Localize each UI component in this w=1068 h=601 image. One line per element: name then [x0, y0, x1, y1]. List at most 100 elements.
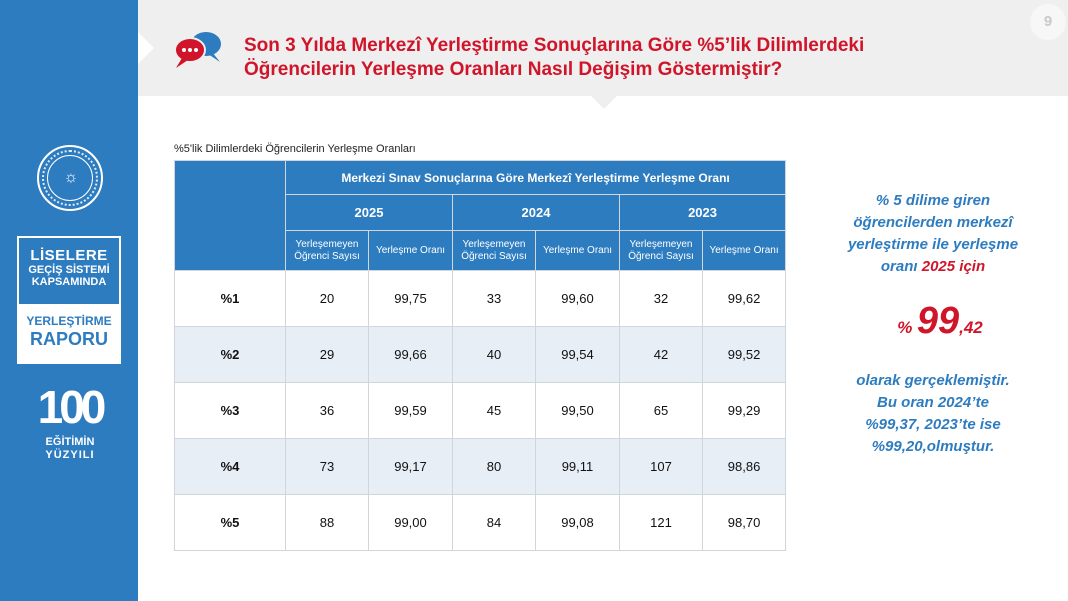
- table-cell: 73: [285, 438, 369, 495]
- subheader-unplaced: Yerleşemeyen Öğrenci Sayısı: [619, 230, 703, 271]
- summary-line8: %99,20,olmuştur.: [871, 438, 995, 455]
- table-cell: 99,54: [535, 326, 620, 383]
- table-row: %1 20 99,75 33 99,60 32 99,62: [174, 270, 787, 327]
- placement-rate-table: Merkezi Sınav Sonuçlarına Göre Merkezî Y…: [174, 160, 787, 551]
- badge-bottom-line1: YERLEŞTİRME: [26, 314, 112, 328]
- table-row: %3 36 99,59 45 99,50 65 99,29: [174, 382, 787, 439]
- table-cell: 29: [285, 326, 369, 383]
- table-cell: 99,29: [701, 382, 787, 439]
- badge-line3: KAPSAMINDA: [31, 276, 107, 288]
- table-cell: 33: [452, 270, 536, 327]
- subheader-rate: Yerleşme Oranı: [535, 230, 620, 271]
- century-line2: YÜZYILI: [45, 449, 95, 461]
- table-cell: 84: [452, 494, 536, 551]
- table-cell: 45: [452, 382, 536, 439]
- report-badge: LİSELERE GEÇİŞ SİSTEMİ KAPSAMINDA YERLEŞ…: [17, 236, 121, 364]
- badge-line2: GEÇİŞ SİSTEMİ: [28, 264, 110, 276]
- century-line1: EĞİTİMİN: [45, 436, 95, 448]
- row-label: %3: [174, 382, 286, 439]
- highlight-rate-int: 99: [916, 300, 960, 342]
- table-cell: 88: [285, 494, 369, 551]
- header-notch: [591, 96, 617, 109]
- table-cell: 40: [452, 326, 536, 383]
- summary-line7: %99,37, 2023’te ise: [865, 416, 1001, 433]
- table-cell: 65: [619, 382, 703, 439]
- badge-top: LİSELERE GEÇİŞ SİSTEMİ KAPSAMINDA: [19, 238, 119, 304]
- table-cell: 98,70: [701, 494, 787, 551]
- summary-line2: öğrencilerden merkezî: [853, 214, 1013, 231]
- badge-bottom: YERLEŞTİRME RAPORU: [19, 304, 119, 364]
- subheader-unplaced-line2: Öğrenci Sayısı: [628, 250, 694, 262]
- page-title: Son 3 Yılda Merkezî Yerleştirme Sonuçlar…: [244, 34, 1014, 82]
- table-cell: 42: [619, 326, 703, 383]
- table-cell: 98,86: [701, 438, 787, 495]
- table-caption: %5'lik Dilimlerdeki Öğrencilerin Yerleşm…: [174, 143, 416, 155]
- row-label: %5: [174, 494, 286, 551]
- summary-year: 2025 için: [921, 258, 986, 275]
- subheader-rate: Yerleşme Oranı: [368, 230, 453, 271]
- subheader-unplaced: Yerleşemeyen Öğrenci Sayısı: [452, 230, 536, 271]
- subheader-unplaced-line1: Yerleşemeyen: [629, 238, 693, 250]
- page-title-line1: Son 3 Yılda Merkezî Yerleştirme Sonuçlar…: [244, 35, 865, 56]
- table-cell: 99,00: [368, 494, 453, 551]
- table-cell: 80: [452, 438, 536, 495]
- year-header-2025: 2025: [285, 194, 453, 231]
- page-title-line2: Öğrencilerin Yerleşme Oranları Nasıl Değ…: [244, 59, 783, 80]
- table-row: %5 88 99,00 84 99,08 121 98,70: [174, 494, 787, 551]
- table-cell: 99,66: [368, 326, 453, 383]
- year-header-2024: 2024: [452, 194, 620, 231]
- summary-line1: % 5 dilime giren: [875, 192, 991, 209]
- header-arrow: [138, 32, 154, 64]
- table-cell: 99,50: [535, 382, 620, 439]
- row-label: %2: [174, 326, 286, 383]
- subheader-unplaced-line2: Öğrenci Sayısı: [294, 250, 360, 262]
- seal-center: ☼: [47, 155, 93, 201]
- subheader-rate: Yerleşme Oranı: [701, 230, 787, 271]
- seal-emblem-icon: ☼: [63, 169, 79, 186]
- summary-text-top: % 5 dilime giren öğrencilerden merkezî y…: [808, 190, 1058, 278]
- table-cell: 121: [619, 494, 703, 551]
- table-cell: 99,75: [368, 270, 453, 327]
- summary-line5: olarak gerçeklemiştir.: [856, 372, 1010, 389]
- table-corner-cell: [174, 160, 286, 271]
- century-number: 100: [37, 381, 107, 433]
- summary-line4: oranı 2025 için: [808, 256, 1058, 278]
- chat-bubbles-icon: [174, 32, 221, 68]
- sidebar: ☼ LİSELERE GEÇİŞ SİSTEMİ KAPSAMINDA YERL…: [0, 0, 138, 601]
- summary-text-bottom: olarak gerçeklemiştir. Bu oran 2024’te %…: [808, 370, 1058, 458]
- summary-line3: yerleştirme ile yerleşme: [847, 236, 1019, 253]
- table-cell: 99,08: [535, 494, 620, 551]
- table-cell: 99,60: [535, 270, 620, 327]
- table-cell: 99,59: [368, 382, 453, 439]
- badge-bottom-line2: RAPORU: [29, 329, 108, 349]
- subheader-unplaced-line2: Öğrenci Sayısı: [461, 250, 527, 262]
- table-row: %4 73 99,17 80 99,11 107 98,86: [174, 438, 787, 495]
- highlight-rate: % 99,42: [860, 300, 1020, 343]
- table-cell: 32: [619, 270, 703, 327]
- table-cell: 99,11: [535, 438, 620, 495]
- subheader-unplaced: Yerleşemeyen Öğrenci Sayısı: [285, 230, 369, 271]
- summary-line4-prefix: oranı: [880, 258, 918, 275]
- subheader-unplaced-line1: Yerleşemeyen: [295, 238, 359, 250]
- badge-line1: LİSELERE: [30, 247, 108, 264]
- century-logo: 100 EĞİTİMİN YÜZYILI: [28, 384, 112, 462]
- table-cell: 99,62: [701, 270, 787, 327]
- subheader-unplaced-line1: Yerleşemeyen: [462, 238, 526, 250]
- ministry-seal-logo: ☼: [37, 145, 103, 211]
- seal-ring: [42, 150, 98, 206]
- year-header-2023: 2023: [618, 194, 787, 231]
- highlight-rate-sign: %: [897, 318, 913, 337]
- highlight-rate-dec: ,42: [959, 318, 983, 337]
- table-row: %2 29 99,66 40 99,54 42 99,52: [174, 326, 787, 383]
- table-cell: 99,52: [701, 326, 787, 383]
- summary-line6: Bu oran 2024’te: [877, 394, 989, 411]
- table-main-header: Merkezi Sınav Sonuçlarına Göre Merkezî Y…: [284, 160, 787, 195]
- table-cell: 107: [619, 438, 703, 495]
- table-cell: 99,17: [368, 438, 453, 495]
- row-label: %4: [174, 438, 286, 495]
- table-cell: 36: [285, 382, 369, 439]
- page-number: 9: [1030, 4, 1066, 40]
- header-band: [138, 0, 1068, 96]
- table-cell: 20: [285, 270, 369, 327]
- row-label: %1: [174, 270, 286, 327]
